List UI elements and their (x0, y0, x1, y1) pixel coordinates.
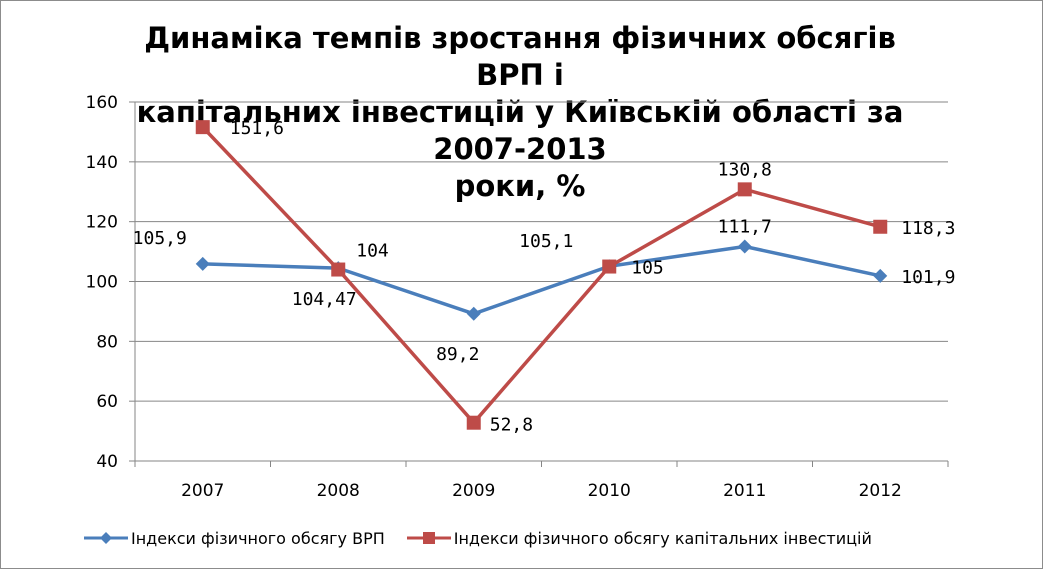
data-label-gdp-2010: 105,1 (519, 231, 573, 252)
data-label-gdp-2009: 89,2 (436, 344, 479, 365)
x-tick-label-2009: 2009 (452, 481, 495, 501)
data-label-investment-2009: 52,8 (490, 415, 533, 436)
data-label-gdp-2012: 101,9 (901, 267, 955, 288)
chart-title-line-3: роки, % (454, 169, 586, 203)
legend-swatch-gdp-icon (84, 532, 128, 544)
y-tick-label: 80 (96, 332, 118, 352)
y-tick-label: 120 (86, 213, 118, 233)
x-tick-label-2007: 2007 (181, 481, 224, 501)
data-point-investment-2011 (737, 182, 752, 197)
data-point-investment-2012 (873, 219, 888, 234)
legend-label-investment: Індекси фізичного обсягу капітальних інв… (453, 528, 872, 548)
data-label-investment-2008: 104 (356, 241, 389, 262)
series-line-gdp (202, 244, 881, 316)
data-point-gdp-2011 (737, 239, 752, 254)
data-point-gdp-2012 (873, 268, 888, 283)
data-label-investment-2012: 118,3 (901, 218, 955, 239)
y-tick-label: 40 (96, 452, 118, 472)
y-tick-label: 160 (86, 93, 118, 113)
chart-title-line-1: Динаміка темпів зростання фізичних обсяг… (144, 21, 896, 92)
legend-swatch-investment-icon (406, 532, 451, 544)
data-label-investment-2007: 151,6 (230, 118, 284, 139)
data-point-investment-2010 (602, 259, 617, 274)
data-label-gdp-2008: 104,47 (292, 289, 357, 310)
y-tick-label: 100 (86, 273, 118, 293)
x-tick-label-2008: 2008 (317, 481, 360, 501)
x-tick-label-2011: 2011 (723, 481, 766, 501)
data-point-gdp-2007 (195, 256, 210, 271)
data-point-investment-2007 (195, 120, 210, 135)
data-label-investment-2010: 105 (631, 258, 664, 279)
chart-title: Динаміка темпів зростання фізичних обсяг… (120, 20, 920, 205)
data-point-investment-2008 (331, 262, 346, 277)
chart-title-line-2: капітальних інвестицій у Київській облас… (136, 95, 904, 166)
data-point-investment-2009 (466, 415, 481, 430)
data-label-gdp-2011: 111,7 (718, 216, 772, 237)
legend-item-investment: Індекси фізичного обсягу капітальних інв… (406, 528, 872, 548)
x-tick-label-2010: 2010 (588, 481, 631, 501)
data-point-gdp-2009 (466, 306, 481, 321)
legend-item-gdp: Індекси фізичного обсягу ВРП (84, 529, 385, 548)
y-tick-label: 60 (96, 392, 118, 412)
x-tick-label-2012: 2012 (859, 481, 902, 501)
legend-label-gdp: Індекси фізичного обсягу ВРП (131, 528, 385, 548)
data-label-investment-2011: 130,8 (718, 159, 772, 180)
y-tick-label: 140 (86, 153, 118, 173)
chart-legend: Індекси фізичного обсягу ВРП Індекси фіз… (84, 527, 894, 549)
data-label-gdp-2007: 105,9 (133, 228, 187, 249)
series-line-investment (201, 125, 881, 425)
